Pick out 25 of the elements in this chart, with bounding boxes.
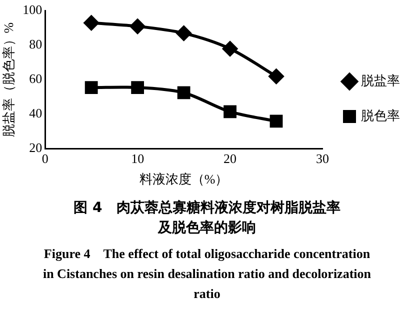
y-tick-label: 60 <box>29 71 42 86</box>
x-tick-label: 10 <box>131 151 144 166</box>
caption: Figure 4 The effect of total oligosaccharide concentration in Cistanches on resin desalination ratio and decolorization ratio <box>42 245 372 303</box>
point <box>84 81 98 94</box>
point <box>222 41 238 56</box>
legend-label: 脱色率 <box>361 108 400 123</box>
caption: 图 4 肉苁蓉总寡糖料液浓度对树脂脱盐率及脱色率的影响 <box>72 198 342 238</box>
point <box>268 68 284 84</box>
point <box>131 81 144 94</box>
y-tick-label: 80 <box>29 36 42 52</box>
point <box>176 26 192 41</box>
x-axis-title: 料液浓度（%） <box>139 172 228 187</box>
point <box>270 114 283 128</box>
point <box>224 105 236 118</box>
x-tick-label: 0 <box>42 151 48 166</box>
x-tick-label: 30 <box>316 151 329 166</box>
point <box>177 86 190 100</box>
point <box>130 18 146 34</box>
y-tick-label: 100 <box>22 2 42 18</box>
legend-label: 脱盐率 <box>361 72 400 88</box>
y-tick-label: 20 <box>29 140 42 156</box>
y-axis-title: 脱盐率（脱色率）% <box>1 22 16 138</box>
x-tick-label: 20 <box>224 151 237 166</box>
y-tick-label: 40 <box>29 106 42 121</box>
point <box>84 15 99 30</box>
